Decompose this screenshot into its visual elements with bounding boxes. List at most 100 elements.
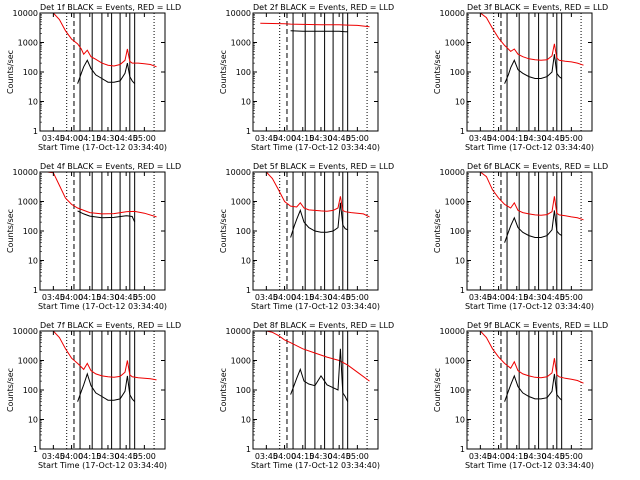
x-tick-label: 04:30	[96, 293, 119, 302]
x-tick-label: 04:15	[505, 293, 528, 302]
y-tick-label: 1	[33, 127, 38, 136]
x-tick-label: 04:30	[309, 452, 332, 461]
y-axis-label: Counts/sec	[6, 209, 15, 253]
x-tick-label: 03:45	[469, 293, 492, 302]
x-tick-label: 04:30	[523, 134, 546, 143]
y-tick-label: 1	[246, 127, 251, 136]
x-tick-label: 04:45	[328, 134, 351, 143]
series-line-lld	[260, 330, 370, 382]
y-axis-label: Counts/sec	[219, 368, 228, 412]
y-tick-label: 10	[28, 257, 38, 266]
x-tick-label: 04:45	[328, 452, 351, 461]
x-tick-label: 04:15	[505, 134, 528, 143]
panel-title: Det 5f BLACK = Events, RED = LLD	[253, 162, 394, 171]
x-tick-label: 04:45	[542, 293, 565, 302]
x-tick-label: 04:30	[309, 134, 332, 143]
panel-title: Det 7f BLACK = Events, RED = LLD	[40, 321, 181, 330]
x-tick-label: 04:15	[78, 134, 101, 143]
x-tick-label: 03:45	[469, 452, 492, 461]
y-tick-label: 10	[241, 416, 251, 425]
x-tick-label: 03:45	[255, 134, 278, 143]
detector-panel-9: Det 9f BLACK = Events, RED = LLD 1 10 100 10…	[433, 321, 608, 470]
series-line-events	[77, 59, 136, 85]
y-tick-label: 10	[455, 416, 465, 425]
series-line-events	[504, 54, 563, 84]
detector-panel-5: Det 5f BLACK = Events, RED = LLD 1 10 100 10…	[219, 162, 394, 311]
x-tick-label: 04:45	[328, 293, 351, 302]
x-tick-label: 04:15	[505, 452, 528, 461]
series-line-lld	[47, 330, 157, 381]
panel-title: Det 2f BLACK = Events, RED = LLD	[253, 3, 394, 12]
series-line-events	[77, 210, 136, 223]
series-line-events	[77, 372, 136, 403]
x-axis-label: Start Time (17-Oct-12 03:34:40)	[38, 461, 167, 470]
x-tick-label: 05:00	[346, 452, 369, 461]
x-axis-label: Start Time (17-Oct-12 03:34:40)	[465, 461, 594, 470]
x-tick-label: 04:15	[78, 293, 101, 302]
detector-panel-6: Det 6f BLACK = Events, RED = LLD 1 10 100 10…	[433, 162, 608, 311]
x-tick-label: 03:45	[469, 134, 492, 143]
panel-title: Det 1f BLACK = Events, RED = LLD	[40, 3, 181, 12]
y-tick-label: 100	[23, 68, 38, 77]
y-tick-label: 100	[236, 227, 251, 236]
panel-title: Det 9f BLACK = Events, RED = LLD	[467, 321, 608, 330]
y-tick-label: 100	[450, 68, 465, 77]
y-tick-label: 10000	[440, 327, 465, 336]
y-tick-label: 1	[246, 286, 251, 295]
series-line-lld	[260, 22, 370, 28]
x-tick-label: 04:00	[60, 452, 83, 461]
y-axis-label: Counts/sec	[433, 209, 442, 253]
x-tick-label: 04:00	[487, 293, 510, 302]
y-tick-label: 1000	[445, 198, 465, 207]
x-tick-label: 04:45	[542, 452, 565, 461]
y-tick-label: 10000	[226, 327, 251, 336]
x-tick-label: 04:15	[291, 452, 314, 461]
x-tick-label: 04:00	[60, 134, 83, 143]
x-tick-label: 03:45	[255, 452, 278, 461]
y-tick-label: 1	[460, 127, 465, 136]
panel-title: Det 6f BLACK = Events, RED = LLD	[467, 162, 608, 171]
x-axis-label: Start Time (17-Oct-12 03:34:40)	[251, 461, 380, 470]
x-tick-label: 05:00	[133, 134, 156, 143]
y-axis-label: Counts/sec	[433, 368, 442, 412]
series-line-events	[290, 30, 348, 33]
x-axis-label: Start Time (17-Oct-12 03:34:40)	[251, 302, 380, 311]
y-tick-label: 1	[460, 445, 465, 454]
x-tick-label: 04:15	[291, 293, 314, 302]
y-tick-label: 10	[241, 257, 251, 266]
y-axis-label: Counts/sec	[219, 209, 228, 253]
y-tick-label: 1	[246, 445, 251, 454]
x-tick-label: 03:45	[42, 134, 65, 143]
y-tick-label: 10000	[226, 9, 251, 18]
x-axis-label: Start Time (17-Oct-12 03:34:40)	[38, 302, 167, 311]
y-tick-label: 10000	[440, 9, 465, 18]
series-line-lld	[47, 12, 157, 68]
y-tick-label: 100	[236, 68, 251, 77]
x-tick-label: 03:45	[42, 452, 65, 461]
x-tick-label: 05:00	[346, 293, 369, 302]
x-axis-label: Start Time (17-Oct-12 03:34:40)	[465, 302, 594, 311]
x-axis-label: Start Time (17-Oct-12 03:34:40)	[38, 143, 167, 152]
x-tick-label: 04:30	[523, 293, 546, 302]
y-axis-label: Counts/sec	[6, 368, 15, 412]
y-tick-label: 1000	[18, 39, 38, 48]
y-tick-label: 1	[460, 286, 465, 295]
y-tick-label: 100	[236, 386, 251, 395]
x-tick-label: 04:30	[523, 452, 546, 461]
y-tick-label: 100	[450, 227, 465, 236]
y-tick-label: 10000	[13, 327, 38, 336]
detector-panel-4: Det 4f BLACK = Events, RED = LLD 1 10 100 10…	[6, 162, 181, 311]
y-tick-label: 1000	[445, 39, 465, 48]
y-tick-label: 100	[23, 227, 38, 236]
y-tick-label: 1	[33, 445, 38, 454]
x-tick-label: 04:00	[60, 293, 83, 302]
panel-title: Det 4f BLACK = Events, RED = LLD	[40, 162, 181, 171]
x-axis-label: Start Time (17-Oct-12 03:34:40)	[251, 143, 380, 152]
detector-panel-7: Det 7f BLACK = Events, RED = LLD 1 10 100 10…	[6, 321, 181, 470]
x-tick-label: 05:00	[560, 452, 583, 461]
x-tick-label: 04:15	[78, 452, 101, 461]
y-tick-label: 1000	[231, 357, 251, 366]
x-tick-label: 05:00	[560, 293, 583, 302]
series-line-events	[504, 210, 562, 243]
y-tick-label: 1	[33, 286, 38, 295]
